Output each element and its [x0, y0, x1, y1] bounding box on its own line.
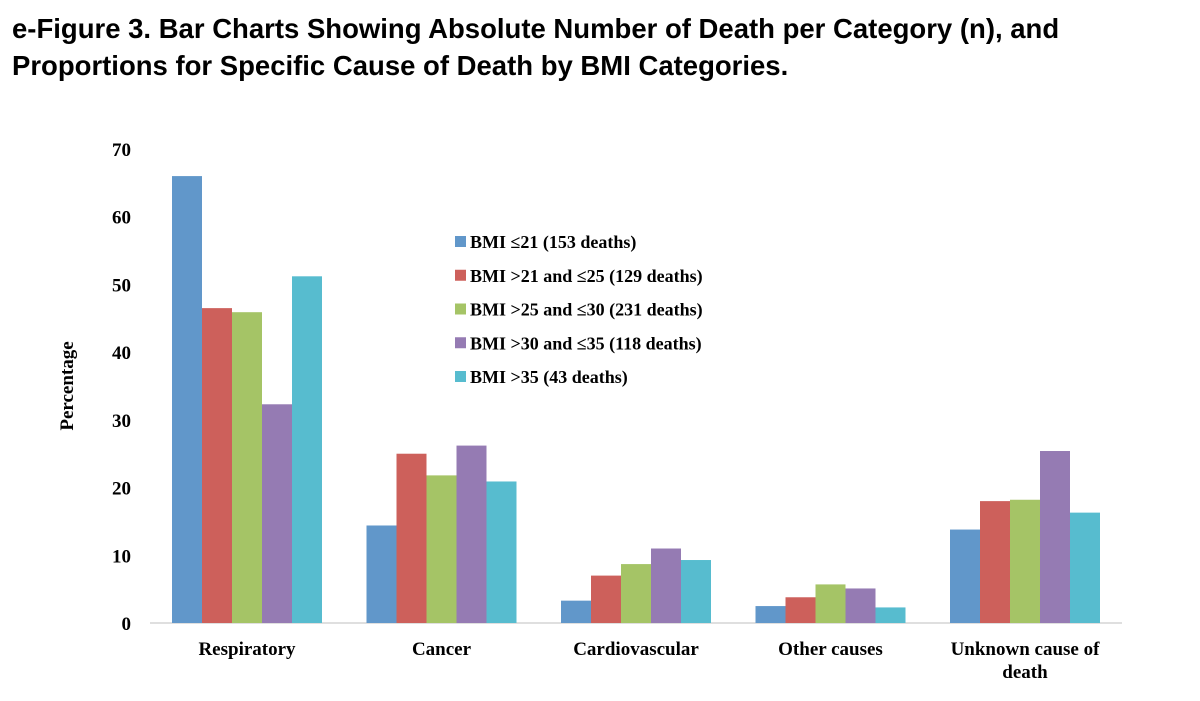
bar-series4-category0 — [292, 276, 322, 623]
y-axis-ticks: 0 10 20 30 40 50 60 70 — [112, 140, 131, 635]
bar-series4-category4 — [1070, 512, 1100, 623]
y-tick-label: 50 — [112, 275, 131, 296]
figure-title: e-Figure 3. Bar Charts Showing Absolute … — [12, 10, 1192, 84]
bar-series1-category0 — [202, 308, 232, 623]
legend-swatch — [455, 236, 466, 247]
legend-swatch — [455, 371, 466, 382]
x-category-label: Respiratory — [198, 639, 296, 660]
x-category-label: Cardiovascular — [573, 639, 699, 660]
bar-series1-category2 — [591, 575, 621, 623]
y-tick-label: 70 — [112, 140, 131, 161]
bar-series2-category2 — [621, 564, 651, 623]
bar-series4-category2 — [681, 560, 711, 623]
y-axis-label: Percentage — [57, 341, 78, 430]
bar-series4-category1 — [486, 481, 517, 623]
bar-series0-category4 — [950, 529, 980, 623]
bar-series3-category0 — [262, 404, 292, 623]
legend-swatch — [455, 337, 466, 349]
y-tick-label: 60 — [112, 208, 131, 229]
x-category-label: Other causes — [778, 639, 883, 660]
y-tick-label: 30 — [112, 411, 131, 432]
x-category-label: death — [1002, 662, 1048, 683]
legend-label: BMI >30 and ≤35 (118 deaths) — [470, 333, 702, 354]
bar-series2-category1 — [426, 475, 457, 623]
category-labels: Respiratory Cancer Cardiovascular Other cau… — [198, 639, 1100, 683]
legend-swatch — [455, 269, 466, 281]
legend-label: BMI >25 and ≤30 (231 deaths) — [470, 300, 703, 321]
bar-series0-category2 — [561, 600, 591, 623]
bar-series2-category4 — [1010, 499, 1040, 623]
y-tick-label: 10 — [112, 546, 131, 567]
legend-label: BMI >21 and ≤25 (129 deaths) — [470, 266, 703, 287]
y-tick-label: 20 — [112, 479, 131, 500]
bar-series0-category0 — [172, 176, 202, 624]
bar-series3-category3 — [845, 588, 876, 623]
bar-series0-category3 — [755, 606, 786, 623]
bar-series1-category3 — [785, 597, 816, 623]
legend: BMI ≤21 (153 deaths) BMI >21 and ≤25 (129… — [455, 232, 703, 388]
figure-title-line2: Proportions for Specific Cause of Death … — [12, 50, 789, 81]
bar-series3-category2 — [651, 548, 681, 623]
bar-series2-category3 — [815, 584, 846, 623]
legend-label: BMI >35 (43 deaths) — [470, 367, 628, 388]
bar-series0-category1 — [366, 525, 397, 623]
bar-series4-category3 — [875, 607, 906, 623]
bar-series1-category4 — [980, 501, 1010, 623]
legend-label: BMI ≤21 (153 deaths) — [470, 232, 636, 253]
y-tick-label: 0 — [122, 614, 132, 635]
bar-series3-category1 — [456, 445, 487, 623]
legend-swatch — [455, 303, 466, 315]
x-category-label: Unknown cause of — [951, 639, 1101, 660]
y-tick-label: 40 — [112, 343, 131, 364]
figure-title-line1: e-Figure 3. Bar Charts Showing Absolute … — [12, 13, 1060, 44]
bars — [172, 176, 1100, 624]
bar-series3-category4 — [1040, 451, 1070, 623]
x-category-label: Cancer — [412, 639, 472, 660]
bar-series2-category0 — [232, 312, 262, 623]
bar-series1-category1 — [396, 453, 427, 623]
